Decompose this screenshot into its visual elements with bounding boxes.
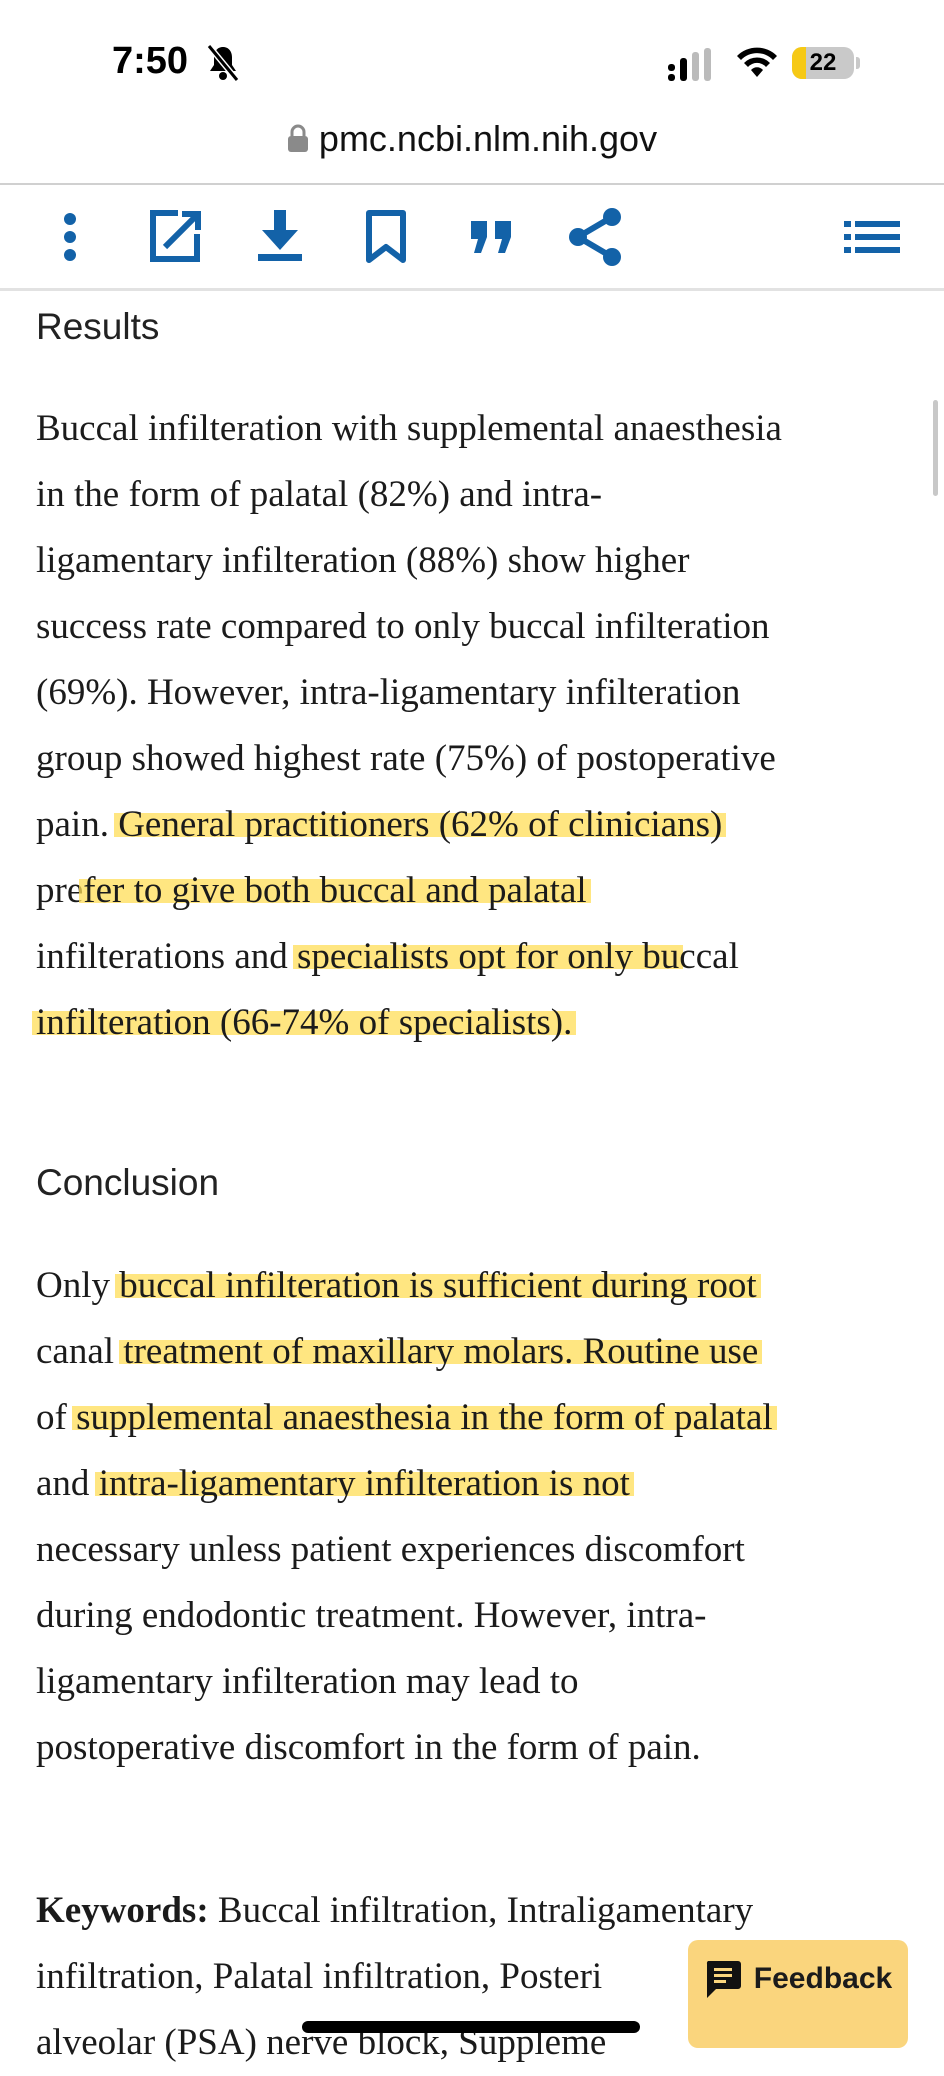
status-bar: 7:50 22 — [0, 0, 944, 110]
keywords-text: alveolar (PSA) nerve block, Suppleme — [36, 2022, 607, 2063]
text-segment: group showed highest rate (75%) of posto… — [36, 738, 776, 779]
keywords-paragraph: Keywords: Buccal infiltration, Intraliga… — [36, 1878, 753, 2076]
keywords-text: Buccal infiltration, Intraligamentary — [208, 1890, 754, 1931]
text-segment: in the form of palatal (82%) and intra- — [36, 474, 603, 515]
clock: 7:50 — [112, 40, 189, 82]
more-vertical-icon — [64, 213, 76, 261]
wifi-icon — [737, 47, 777, 77]
conclusion-heading: Conclusion — [36, 1162, 220, 1203]
highlighted-text: buccal infilteration is sufficient durin… — [115, 1265, 761, 1306]
bookmark-button[interactable] — [356, 207, 416, 267]
text-line: group showed highest rate (75%) of posto… — [36, 726, 782, 792]
share-icon — [569, 208, 621, 266]
text-line: infilteration (66-74% of specialists). — [32, 990, 782, 1056]
battery-indicator: 22 — [792, 47, 854, 79]
download-button[interactable] — [250, 207, 310, 267]
text-segment: Only — [36, 1265, 120, 1306]
highlighted-text: specialists opt for only bu — [293, 936, 684, 977]
text-segment: and — [36, 1463, 99, 1504]
text-segment: (69%). However, intra-ligamentary infilt… — [36, 672, 741, 713]
highlighted-text: General practitioners (62% of clinicians… — [114, 804, 727, 845]
text-line: during endodontic treatment. However, in… — [36, 1583, 773, 1649]
text-segment: necessary unless patient experiences dis… — [36, 1529, 745, 1570]
text-line: prefer to give both buccal and palatal — [36, 858, 782, 924]
text-line: ligamentary infilteration may lead to — [36, 1649, 773, 1715]
text-segment: canal — [36, 1331, 124, 1372]
open-external-icon — [150, 210, 201, 262]
results-paragraph: Buccal infilteration with supplemental a… — [32, 396, 782, 1056]
text-line: success rate compared to only buccal inf… — [36, 594, 782, 660]
text-line: necessary unless patient experiences dis… — [36, 1517, 773, 1583]
text-line: ligamentary infilteration (88%) show hig… — [36, 528, 782, 594]
feedback-label: Feedback — [753, 1962, 893, 1995]
text-segment: pre — [36, 870, 84, 911]
text-line: (69%). However, intra-ligamentary infilt… — [36, 660, 782, 726]
feedback-button[interactable]: Feedback — [688, 1940, 908, 2048]
text-line: Only buccal infilteration is sufficient … — [36, 1253, 773, 1319]
article-toolbar — [0, 183, 944, 291]
scrollbar[interactable] — [933, 400, 938, 496]
text-segment: infilterations and — [36, 936, 297, 977]
text-line: postoperative discomfort in the form of … — [36, 1715, 773, 1781]
text-segment: ccal — [679, 936, 739, 977]
text-segment: ligamentary infilteration may lead to — [36, 1661, 579, 1702]
text-segment: pain. — [36, 804, 119, 845]
highlighted-text: infilteration (66-74% of specialists). — [32, 1002, 577, 1043]
text-line: of supplemental anaesthesia in the form … — [36, 1385, 777, 1451]
download-icon — [258, 210, 302, 261]
text-segment: Buccal infilteration with supplemental a… — [36, 408, 782, 449]
text-segment: postoperative discomfort in the form of … — [36, 1727, 701, 1768]
text-line: in the form of palatal (82%) and intra- — [36, 462, 782, 528]
text-line: pain. General practitioners (62% of clin… — [36, 792, 782, 858]
text-segment: of — [36, 1397, 77, 1438]
keywords-label: Keywords: — [36, 1890, 209, 1931]
results-heading: Results — [36, 306, 160, 347]
highlighted-text: intra-ligamentary infilteration is not — [94, 1463, 634, 1504]
bookmark-icon — [366, 210, 406, 263]
text-segment: success rate compared to only buccal inf… — [36, 606, 770, 647]
lock-icon — [287, 124, 308, 152]
table-of-contents-icon — [844, 221, 900, 253]
highlighted-text: fer to give both buccal and palatal — [79, 870, 591, 911]
more-options-button[interactable] — [40, 207, 100, 267]
feedback-chat-icon — [706, 1961, 741, 1998]
table-of-contents-button[interactable] — [842, 207, 902, 267]
address-bar[interactable]: pmc.ncbi.nlm.nih.gov — [0, 118, 944, 160]
text-line: and intra-ligamentary infilteration is n… — [36, 1451, 773, 1517]
keywords-text: infiltration, Palatal infiltration, Post… — [36, 1956, 603, 1997]
text-segment: ligamentary infilteration (88%) show hig… — [36, 540, 690, 581]
cite-quote-icon — [471, 221, 511, 253]
home-indicator — [302, 2021, 640, 2033]
share-button[interactable] — [566, 207, 626, 267]
cite-button[interactable] — [461, 207, 521, 267]
text-line: canal treatment of maxillary molars. Rou… — [36, 1319, 773, 1385]
cellular-signal-icon — [668, 48, 711, 81]
text-line: infilterations and specialists opt for o… — [36, 924, 782, 990]
silent-bell-icon — [206, 44, 240, 82]
text-line: Buccal infilteration with supplemental a… — [36, 396, 782, 462]
highlighted-text: supplemental anaesthesia in the form of … — [72, 1397, 777, 1438]
url-text: pmc.ncbi.nlm.nih.gov — [318, 118, 658, 159]
text-segment: during endodontic treatment. However, in… — [36, 1595, 707, 1636]
open-external-button[interactable] — [145, 207, 205, 267]
highlighted-text: treatment of maxillary molars. Routine u… — [119, 1331, 763, 1372]
conclusion-paragraph: Only buccal infilteration is sufficient … — [36, 1253, 777, 1781]
